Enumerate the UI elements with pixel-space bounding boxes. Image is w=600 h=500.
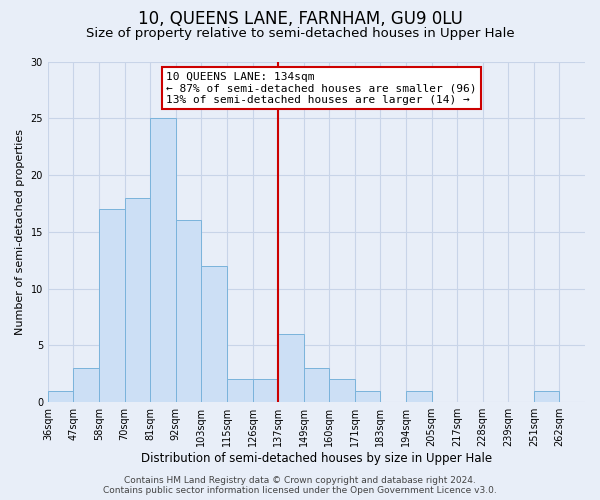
Bar (253, 380, 278, 402)
Bar (406, 391, 431, 402)
Bar (125, 198, 150, 402)
Bar (534, 391, 559, 402)
Bar (150, 118, 176, 402)
Bar (202, 266, 227, 402)
Text: Contains HM Land Registry data © Crown copyright and database right 2024.
Contai: Contains HM Land Registry data © Crown c… (103, 476, 497, 495)
Bar (355, 391, 380, 402)
Bar (99, 209, 125, 402)
Bar (227, 380, 253, 402)
Y-axis label: Number of semi-detached properties: Number of semi-detached properties (15, 129, 25, 335)
Bar (278, 334, 304, 402)
Bar (73, 368, 99, 402)
X-axis label: Distribution of semi-detached houses by size in Upper Hale: Distribution of semi-detached houses by … (141, 452, 492, 465)
Bar (176, 220, 202, 402)
Bar (329, 380, 355, 402)
Text: 10, QUEENS LANE, FARNHAM, GU9 0LU: 10, QUEENS LANE, FARNHAM, GU9 0LU (137, 10, 463, 28)
Text: Size of property relative to semi-detached houses in Upper Hale: Size of property relative to semi-detach… (86, 28, 514, 40)
Bar (304, 368, 329, 402)
Text: 10 QUEENS LANE: 134sqm
← 87% of semi-detached houses are smaller (96)
13% of sem: 10 QUEENS LANE: 134sqm ← 87% of semi-det… (166, 72, 476, 105)
Bar (48, 391, 73, 402)
